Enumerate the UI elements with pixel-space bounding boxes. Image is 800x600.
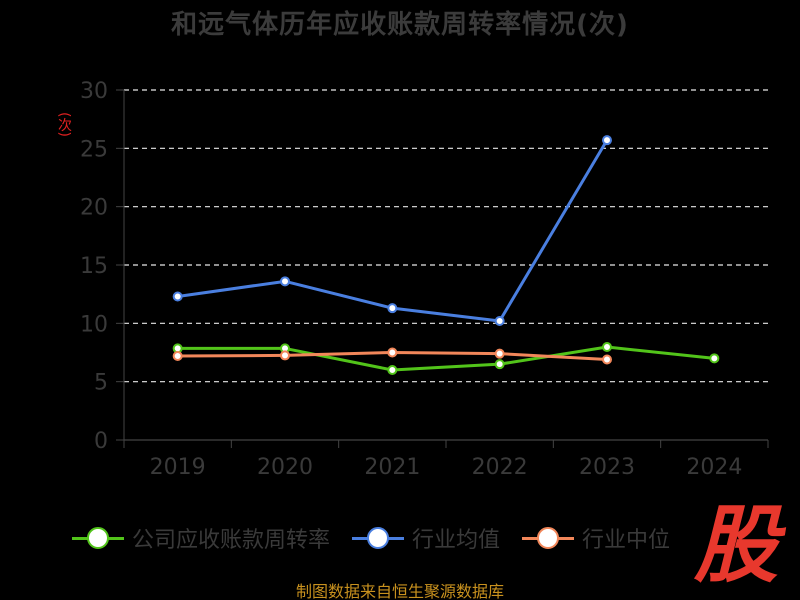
legend-label-industry-mean: 行业均值 <box>412 528 501 553</box>
legend-swatch-industry-median <box>522 526 575 550</box>
legend: 公司应收账款周转率 行业均值 行业中位 <box>72 520 670 556</box>
legend-label-company: 公司应收账款周转率 <box>132 528 331 553</box>
legend-label-industry-median: 行业中位 <box>582 528 671 553</box>
y-axis-unit-label: (次) <box>56 112 72 137</box>
data-point-2-2023 <box>602 354 612 365</box>
series-line-0 <box>177 345 715 372</box>
data-point-1-2022 <box>494 316 505 326</box>
data-point-1-2023 <box>602 135 612 146</box>
legend-swatch-company <box>72 526 124 550</box>
data-point-2-2020 <box>280 350 290 361</box>
source-note: 制图数据来自恒生聚源数据库 <box>295 582 504 600</box>
data-point-0-2023 <box>602 342 612 353</box>
data-point-1-2020 <box>280 276 290 287</box>
y-tick-label: 15 <box>80 254 108 279</box>
data-point-2-2022 <box>494 348 505 359</box>
y-tick-label: 10 <box>80 312 108 337</box>
data-point-1-2021 <box>387 303 398 314</box>
x-tick-label: 2021 <box>364 455 420 480</box>
legend-item-company[interactable]: 公司应收账款周转率 <box>72 522 330 554</box>
watermark-logo: 股 <box>693 496 778 594</box>
x-tick-label: 2020 <box>257 455 313 480</box>
legend-swatch-industry-mean <box>352 526 405 550</box>
data-point-2-2019 <box>172 351 183 361</box>
legend-item-industry-mean[interactable]: 行业均值 <box>352 522 500 554</box>
x-tick-label: 2023 <box>579 455 635 480</box>
axes: 0 5 10 15 20 25 30 2019 2020 2021 2022 2023 2024 <box>80 79 769 480</box>
data-point-0-2021 <box>387 365 398 375</box>
legend-item-industry-median[interactable]: 行业中位 <box>522 522 670 554</box>
data-point-0-2022 <box>494 359 505 370</box>
chart-title: 和远气体历年应收账款周转率情况(次) <box>171 10 629 40</box>
y-tick-label: 30 <box>80 79 108 104</box>
data-point-0-2024 <box>709 353 720 364</box>
series-lines <box>172 135 720 375</box>
y-tick-label: 20 <box>80 196 108 221</box>
series-line-1 <box>177 139 609 323</box>
y-tick-label: 25 <box>80 137 108 162</box>
x-tick-label: 2022 <box>472 455 528 480</box>
x-tick-label: 2024 <box>686 455 742 480</box>
x-tick-label: 2019 <box>150 455 206 480</box>
gridlines <box>124 89 768 383</box>
y-tick-label: 5 <box>94 371 108 396</box>
data-point-1-2019 <box>172 291 183 302</box>
data-point-2-2021 <box>387 347 398 358</box>
y-tick-label: 0 <box>94 429 108 454</box>
